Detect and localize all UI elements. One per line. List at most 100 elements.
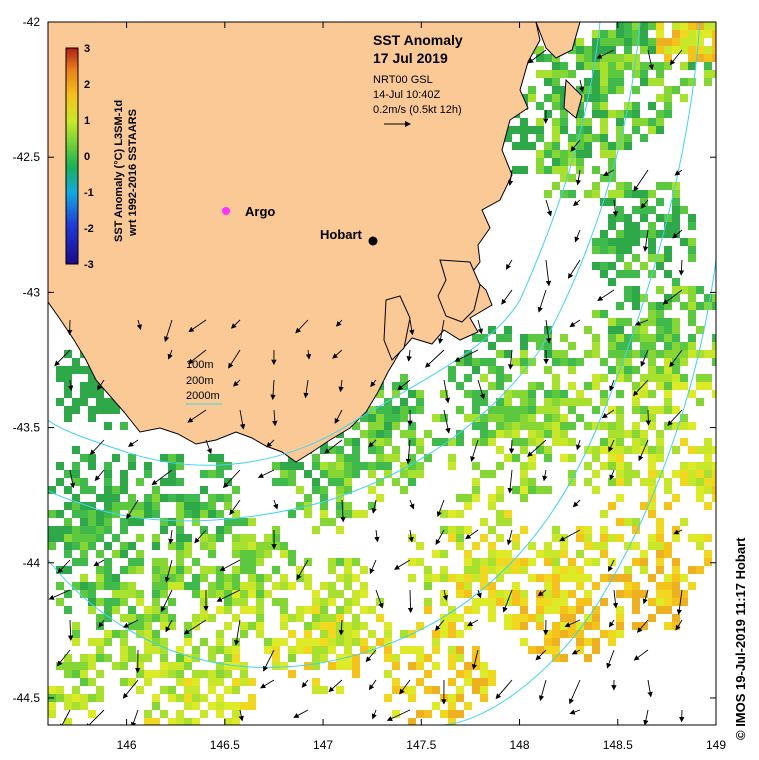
sst-pixel [592, 382, 600, 390]
sst-pixel [552, 566, 560, 574]
sst-pixel [480, 558, 488, 566]
sst-pixel [224, 526, 232, 534]
sst-pixel [592, 374, 600, 382]
sst-pixel [472, 486, 480, 494]
sst-pixel [600, 246, 608, 254]
sst-pixel [624, 374, 632, 382]
sst-pixel [600, 262, 608, 270]
sst-pixel [656, 526, 664, 534]
sst-pixel [560, 574, 568, 582]
sst-pixel [496, 598, 504, 606]
lat-tick-label: -44.5 [13, 691, 41, 705]
sst-pixel [632, 542, 640, 550]
sst-pixel [664, 254, 672, 262]
sst-pixel [656, 310, 664, 318]
current-arrow [131, 709, 139, 725]
sst-pixel [416, 542, 424, 550]
sst-pixel [240, 606, 248, 614]
sst-pixel [288, 558, 296, 566]
sst-pixel [672, 22, 680, 30]
sst-pixel [528, 86, 536, 94]
current-arrow [303, 379, 309, 399]
current-arrow [662, 289, 683, 305]
sst-pixel [432, 646, 440, 654]
sst-pixel [680, 478, 688, 486]
sst-pixel [392, 662, 400, 670]
sst-pixel [296, 614, 304, 622]
sst-pixel [568, 614, 576, 622]
sst-pixel [512, 422, 520, 430]
sst-pixel [392, 478, 400, 486]
sst-pixel [600, 462, 608, 470]
sst-pixel [584, 598, 592, 606]
sst-pixel [192, 678, 200, 686]
sst-pixel [304, 622, 312, 630]
sst-pixel [680, 46, 688, 54]
sst-pixel [656, 566, 664, 574]
current-arrow [136, 319, 142, 331]
sst-pixel [288, 582, 296, 590]
sst-pixel [392, 414, 400, 422]
sst-pixel [712, 358, 716, 366]
sst-pixel [312, 462, 320, 470]
current-arrow [570, 139, 581, 152]
sst-pixel [176, 494, 184, 502]
sst-pixel [632, 350, 640, 358]
sst-pixel [120, 598, 128, 606]
sst-pixel [664, 550, 672, 558]
current-arrow [612, 589, 619, 609]
current-arrow [606, 649, 615, 669]
sst-pixel [64, 406, 72, 414]
sst-pixel [376, 438, 384, 446]
sst-pixel [488, 606, 496, 614]
sst-pixel [104, 566, 112, 574]
sst-pixel [712, 486, 716, 494]
sst-pixel [328, 638, 336, 646]
sst-pixel [160, 710, 168, 718]
sst-pixel [464, 494, 472, 502]
sst-pixel [632, 558, 640, 566]
current-arrow [638, 439, 649, 462]
sst-pixel [64, 718, 72, 725]
sst-pixel [672, 566, 680, 574]
sst-pixel [520, 558, 528, 566]
sst-pixel [168, 622, 176, 630]
sst-pixel [432, 686, 440, 694]
sst-pixel [528, 462, 536, 470]
sst-pixel [64, 550, 72, 558]
sst-pixel [336, 470, 344, 478]
sst-pixel [512, 582, 520, 590]
sst-pixel [120, 542, 128, 550]
sst-pixel [216, 694, 224, 702]
current-arrow [270, 379, 276, 401]
sst-pixel [496, 334, 504, 342]
sst-pixel [232, 574, 240, 582]
sst-pixel [608, 30, 616, 38]
sst-pixel [344, 566, 352, 574]
sst-pixel [544, 446, 552, 454]
sst-pixel [640, 350, 648, 358]
current-arrow [369, 559, 377, 575]
sst-pixel [552, 422, 560, 430]
sst-pixel [344, 582, 352, 590]
sst-pixel [656, 286, 664, 294]
sst-pixel [560, 390, 568, 398]
sst-pixel [568, 382, 576, 390]
sst-pixel [656, 70, 664, 78]
sst-pixel [328, 478, 336, 486]
sst-pixel [592, 262, 600, 270]
sst-pixel [528, 486, 536, 494]
sst-pixel [280, 662, 288, 670]
sst-pixel [336, 462, 344, 470]
sst-pixel [536, 430, 544, 438]
sst-pixel [616, 534, 624, 542]
sst-pixel [488, 326, 496, 334]
sst-pixel [656, 126, 664, 134]
sst-pixel [576, 62, 584, 70]
current-arrow [228, 349, 241, 369]
sst-pixel [152, 694, 160, 702]
sst-pixel [640, 478, 648, 486]
sst-pixel [664, 406, 672, 414]
current-arrow [368, 439, 377, 448]
sst-pixel [624, 590, 632, 598]
